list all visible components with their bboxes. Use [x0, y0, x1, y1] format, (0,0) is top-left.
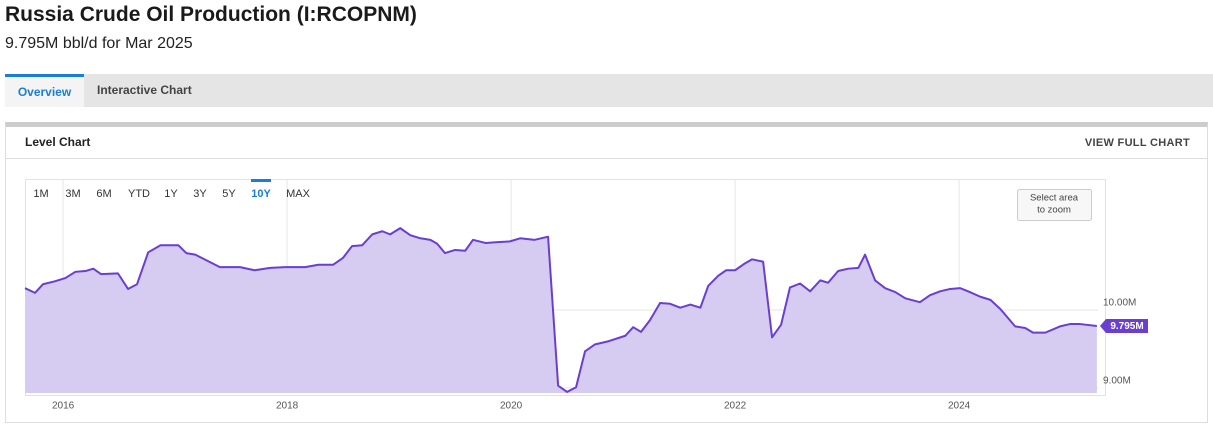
x-tick-label: 2022 [724, 401, 747, 412]
panel-title: Level Chart [25, 135, 91, 149]
chart-panel [5, 122, 1208, 423]
x-tick-label: 2024 [948, 401, 971, 412]
area [25, 228, 1097, 393]
range-button[interactable]: 5Y [222, 188, 236, 200]
range-button[interactable]: 1Y [164, 188, 178, 200]
range-button[interactable]: YTD [128, 188, 150, 200]
page-subtitle: 9.795M bbl/d for Mar 2025 [5, 35, 193, 52]
zoom-hint-box [1017, 189, 1092, 221]
range-button[interactable]: 3Y [193, 188, 207, 200]
range-button[interactable]: MAX [286, 188, 311, 200]
last-value-badge [1100, 319, 1148, 334]
x-tick-label: 2020 [500, 401, 523, 412]
x-tick-label: 2016 [52, 401, 75, 412]
line [24, 227, 1097, 393]
range-button[interactable]: 6M [96, 188, 111, 200]
y-tick-label: 10.00M [1103, 298, 1136, 309]
active-range-indicator [251, 179, 271, 182]
y-tick-label: 9.00M [1103, 376, 1131, 387]
x-tick-label: 2018 [276, 401, 299, 412]
tab-bar [5, 74, 1213, 107]
zoom-hint: to zoom [1037, 205, 1071, 216]
range-button[interactable]: 1M [33, 188, 48, 200]
range-button[interactable]: 3M [65, 188, 80, 200]
tab[interactable]: Interactive Chart [97, 83, 192, 97]
view-full-chart-link[interactable]: VIEW FULL CHART [1084, 137, 1190, 149]
zoom-hint: Select area [1030, 193, 1079, 204]
tab[interactable]: Overview [5, 74, 84, 107]
divider [6, 158, 1207, 159]
range-button[interactable]: 10Y [251, 188, 271, 200]
last-value-label: 9.795M [1110, 321, 1143, 332]
page-title: Russia Crude Oil Production (I:RCOPNM) [5, 3, 417, 26]
